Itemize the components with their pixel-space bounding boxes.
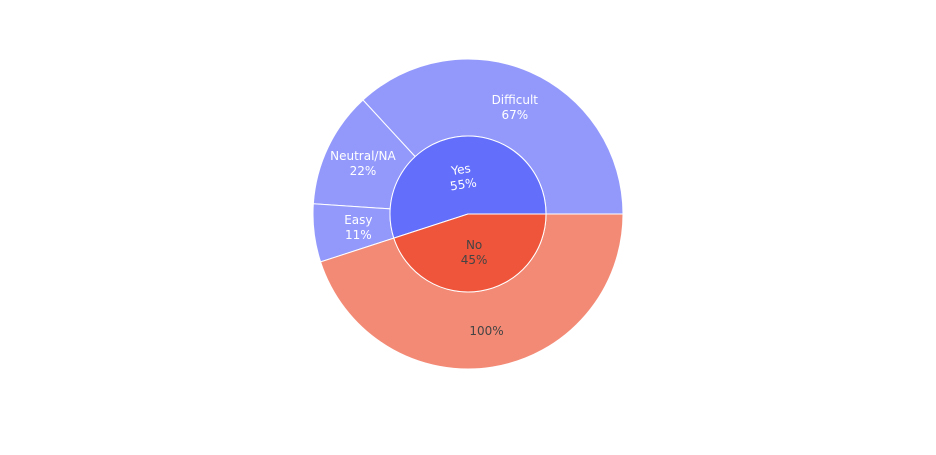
outer-no-100-percent-text: 100% bbox=[469, 324, 503, 338]
inner-yes-name-text: Yes bbox=[449, 161, 471, 178]
inner-no-percent-text: 45% bbox=[461, 253, 488, 267]
outer-yes-difficult-percent-text: 67% bbox=[501, 108, 528, 122]
outer-yes-difficult-name-text: Difficult bbox=[492, 93, 539, 107]
outer-yes-neutral-na-name-text: Neutral/NA bbox=[330, 149, 396, 163]
outer-no-100-label: 100% bbox=[469, 324, 503, 338]
inner-yes-percent-text: 55% bbox=[449, 175, 478, 193]
outer-yes-neutral-na-percent-text: 22% bbox=[350, 164, 377, 178]
inner-no-wedge[interactable] bbox=[393, 213, 547, 293]
inner-yes-wedge[interactable] bbox=[389, 135, 547, 239]
inner-no-name-text: No bbox=[466, 238, 482, 252]
outer-yes-easy-percent-text: 11% bbox=[345, 228, 372, 242]
outer-yes-easy-name-text: Easy bbox=[344, 213, 372, 227]
